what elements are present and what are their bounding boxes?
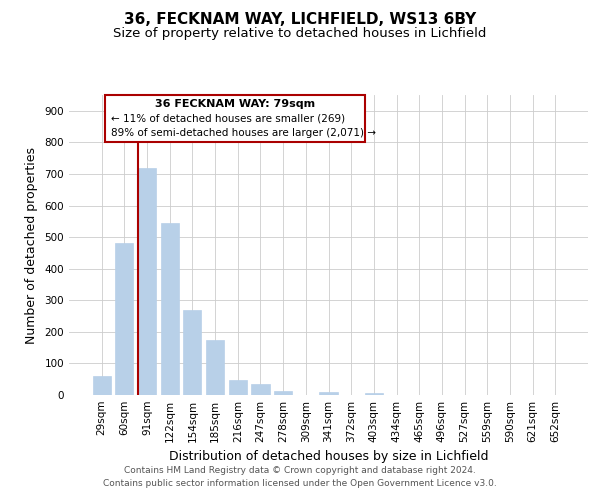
Bar [365, 393, 383, 395]
X-axis label: Distribution of detached houses by size in Lichfield: Distribution of detached houses by size … [169, 450, 488, 464]
Bar [92, 376, 111, 395]
Bar [274, 390, 292, 395]
Text: ← 11% of detached houses are smaller (269): ← 11% of detached houses are smaller (26… [110, 114, 344, 124]
Bar [161, 223, 179, 395]
Bar [115, 244, 133, 395]
Bar [184, 310, 202, 395]
Bar [319, 392, 338, 395]
Text: Size of property relative to detached houses in Lichfield: Size of property relative to detached ho… [113, 28, 487, 40]
Text: 36 FECKNAM WAY: 79sqm: 36 FECKNAM WAY: 79sqm [155, 98, 315, 108]
Text: Contains HM Land Registry data © Crown copyright and database right 2024.
Contai: Contains HM Land Registry data © Crown c… [103, 466, 497, 487]
Bar [206, 340, 224, 395]
Y-axis label: Number of detached properties: Number of detached properties [25, 146, 38, 344]
Text: 36, FECKNAM WAY, LICHFIELD, WS13 6BY: 36, FECKNAM WAY, LICHFIELD, WS13 6BY [124, 12, 476, 28]
FancyBboxPatch shape [106, 95, 365, 142]
Bar [251, 384, 269, 395]
Bar [229, 380, 247, 395]
Text: 89% of semi-detached houses are larger (2,071) →: 89% of semi-detached houses are larger (… [110, 128, 376, 138]
Bar [138, 168, 156, 395]
